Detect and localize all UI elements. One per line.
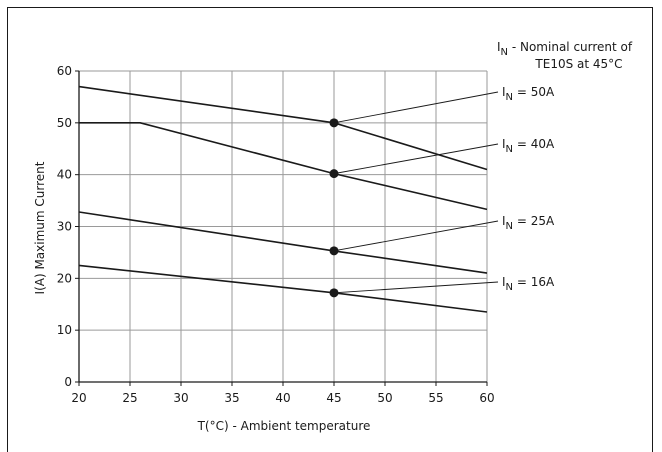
leader-line [333, 143, 499, 175]
series-label: IN = 16A [502, 275, 555, 293]
y-tick-label: 0 [64, 375, 72, 389]
x-tick-label: 60 [479, 391, 494, 405]
leader-line [333, 91, 499, 124]
series-label: IN = 40A [502, 137, 555, 155]
y-tick-label: 30 [57, 220, 72, 234]
series-labels: IN = 50A IN = 40A IN = 25A IN = 16A [502, 85, 555, 293]
note-line2: TE10S at 45°C [534, 57, 622, 71]
x-tick-label: 45 [326, 391, 341, 405]
leader-line [333, 281, 499, 294]
note-text: - Nominal current of [508, 40, 633, 54]
leader-line [333, 220, 499, 252]
y-axis-title: I(A) Maximum Current [33, 161, 47, 294]
note-subscript: N [501, 47, 508, 58]
y-tick-label: 20 [57, 271, 72, 285]
x-tick-label: 20 [71, 391, 86, 405]
note-symbol: I [497, 40, 501, 54]
x-tick-label: 35 [224, 391, 239, 405]
series-line [79, 122, 488, 211]
chart-frame [7, 7, 653, 452]
x-tick-label: 25 [122, 391, 137, 405]
y-tick-label: 60 [57, 64, 72, 78]
x-axis-title: T(°C) - Ambient temperature [197, 419, 371, 433]
y-tick-label: 10 [57, 323, 72, 337]
x-tick-label: 55 [428, 391, 443, 405]
x-tick-label: 40 [275, 391, 290, 405]
y-tick-label: 50 [57, 116, 72, 130]
series-label: IN = 50A [502, 85, 555, 103]
y-tick-label: 40 [57, 168, 72, 182]
axes: 20 25 30 35 40 45 50 55 60 0 10 20 30 40 50 60 [57, 64, 495, 405]
x-tick-label: 50 [377, 391, 392, 405]
series-label: IN = 25A [502, 214, 555, 232]
x-tick-label: 30 [173, 391, 188, 405]
svg-text:IN - Nominal current of: IN - Nominal current of [497, 40, 633, 58]
grid [79, 70, 488, 382]
label-leaders [333, 91, 499, 294]
nominal-current-note: IN - Nominal current of TE10S at 45°C [497, 40, 633, 71]
